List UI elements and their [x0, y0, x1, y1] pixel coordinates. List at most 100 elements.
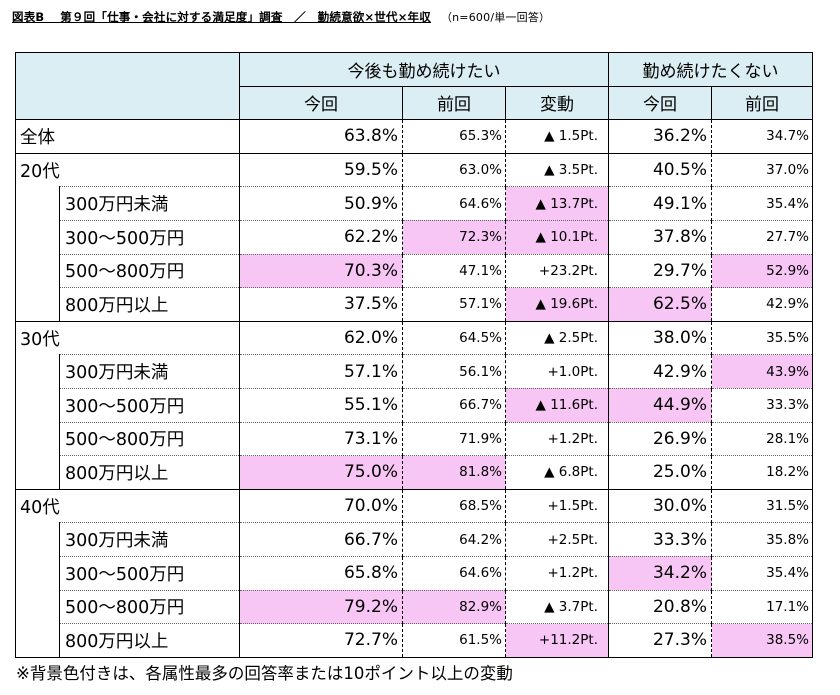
header-group-continue: 今後も勤め続けたい — [239, 52, 609, 87]
table-row: 40代 70.0% 68.5% +1.5Pt. 30.0% 31.5% — [15, 488, 813, 524]
table-row: 300～500万円 55.1% 66.7% ▲ 11.6Pt. 44.9% 33.3% — [15, 387, 813, 423]
row-label: 300万円未満 — [59, 186, 240, 221]
cell-continue-this: 70.3% — [239, 253, 403, 289]
cell-continue-change: ▲ 3.5Pt. — [505, 152, 609, 188]
table-row: 800万円以上 75.0% 81.8% ▲ 6.8Pt. 25.0% 18.2% — [15, 455, 813, 490]
cell-quit-this: 30.0% — [608, 488, 712, 524]
header-row-columns: 今回 前回 変動 今回 前回 — [16, 85, 813, 121]
cell-quit-prev: 18.2% — [711, 455, 813, 490]
header-quit-prev: 前回 — [711, 85, 813, 121]
cell-quit-this: 26.9% — [608, 421, 712, 457]
cell-continue-change: +23.2Pt. — [505, 253, 609, 289]
cell-continue-this: 73.1% — [239, 421, 403, 457]
cell-continue-change: +2.5Pt. — [505, 522, 609, 557]
cell-continue-prev: 66.7% — [402, 387, 506, 423]
cell-continue-change: ▲ 13.7Pt. — [505, 186, 609, 221]
cell-continue-prev: 56.1% — [402, 354, 506, 389]
cell-continue-change: +1.2Pt. — [505, 421, 609, 457]
cell-continue-change: ▲ 19.6Pt. — [505, 287, 609, 322]
row-indent — [15, 556, 60, 590]
cell-quit-this: 49.1% — [608, 186, 712, 221]
table-row: 800万円以上 72.7% 61.5% +11.2Pt. 27.3% 38.5% — [15, 623, 813, 658]
cell-continue-this: 50.9% — [239, 186, 403, 221]
cell-quit-prev: 27.7% — [711, 219, 813, 255]
header-row-groups: 今後も勤め続けたい 勤め続けたくない — [15, 51, 813, 121]
cell-continue-change: ▲ 3.7Pt. — [505, 589, 609, 625]
header-corner — [15, 51, 240, 121]
cell-continue-change: ▲ 10.1Pt. — [505, 219, 609, 255]
figure-title-text: 図表B 第９回「仕事・会社に対する満足度」調査 ／ 勤続意欲×世代×年収 — [12, 10, 431, 24]
cell-continue-this: 37.5% — [239, 287, 403, 322]
table-row: 300万円未満 57.1% 56.1% +1.0Pt. 42.9% 43.9% — [15, 354, 813, 389]
cell-quit-prev: 37.0% — [711, 152, 813, 188]
cell-continue-prev: 68.5% — [402, 488, 506, 524]
cell-continue-this: 79.2% — [239, 589, 403, 625]
row-label: 300万円未満 — [59, 522, 240, 557]
row-label: 20代 — [15, 152, 240, 187]
cell-quit-this: 33.3% — [608, 522, 712, 557]
table-row: 800万円以上 37.5% 57.1% ▲ 19.6Pt. 62.5% 42.9% — [15, 287, 813, 322]
table-row: 全体 63.8% 65.3% ▲ 1.5Pt. 36.2% 34.7% — [15, 119, 813, 154]
sample-note: （n=600/単一回答） — [440, 11, 551, 24]
cell-continue-prev: 71.9% — [402, 421, 506, 457]
cell-continue-prev: 65.3% — [402, 119, 506, 154]
cell-continue-this: 65.8% — [239, 555, 403, 591]
cell-quit-this: 20.8% — [608, 589, 712, 625]
header-quit-this: 今回 — [608, 85, 712, 121]
cell-continue-prev: 82.9% — [402, 589, 506, 625]
cell-continue-prev: 47.1% — [402, 253, 506, 289]
cell-quit-prev: 34.7% — [711, 119, 813, 154]
cell-quit-prev: 43.9% — [711, 354, 813, 389]
row-indent — [15, 623, 60, 658]
cell-continue-change: ▲ 1.5Pt. — [505, 119, 609, 154]
cell-continue-this: 55.1% — [239, 387, 403, 423]
cell-quit-prev: 33.3% — [711, 387, 813, 423]
table-row: 500～800万円 79.2% 82.9% ▲ 3.7Pt. 20.8% 17.1% — [15, 589, 813, 625]
cell-quit-this: 29.7% — [608, 253, 712, 289]
cell-continue-prev: 81.8% — [402, 455, 506, 490]
cell-continue-change: +11.2Pt. — [505, 623, 609, 658]
row-label: 800万円以上 — [59, 455, 240, 490]
row-label: 40代 — [15, 488, 240, 523]
cell-quit-prev: 31.5% — [711, 488, 813, 524]
cell-continue-change: ▲ 2.5Pt. — [505, 320, 609, 356]
cell-continue-prev: 64.5% — [402, 320, 506, 356]
row-indent — [15, 590, 60, 624]
survey-table: 今後も勤め続けたい 勤め続けたくない 今回 前回 変動 今回 前回 全体 63.8… — [15, 51, 813, 658]
cell-continue-this: 70.0% — [239, 488, 403, 524]
figure-title: 図表B 第９回「仕事・会社に対する満足度」調査 ／ 勤続意欲×世代×年収 （n=6… — [12, 9, 550, 25]
row-label: 500～800万円 — [59, 421, 240, 457]
cell-quit-this: 40.5% — [608, 152, 712, 188]
cell-continue-change: ▲ 11.6Pt. — [505, 387, 609, 423]
cell-continue-prev: 57.1% — [402, 287, 506, 322]
table-body: 全体 63.8% 65.3% ▲ 1.5Pt. 36.2% 34.7% 20代 59.5% 63… — [15, 119, 813, 658]
table-row: 500～800万円 73.1% 71.9% +1.2Pt. 26.9% 28.1% — [15, 421, 813, 457]
cell-quit-prev: 35.8% — [711, 522, 813, 557]
row-indent — [15, 455, 60, 490]
row-indent — [15, 388, 60, 423]
cell-quit-prev: 42.9% — [711, 287, 813, 322]
cell-quit-this: 44.9% — [608, 387, 712, 423]
cell-quit-prev: 35.5% — [711, 320, 813, 356]
row-label: 30代 — [15, 320, 240, 355]
cell-continue-this: 63.8% — [239, 119, 403, 154]
cell-quit-prev: 35.4% — [711, 186, 813, 221]
row-indent — [15, 254, 60, 288]
cell-quit-prev: 38.5% — [711, 623, 813, 658]
row-label: 800万円以上 — [59, 623, 240, 658]
cell-quit-this: 42.9% — [608, 354, 712, 389]
cell-quit-prev: 35.4% — [711, 555, 813, 591]
cell-continue-this: 62.2% — [239, 219, 403, 255]
row-label: 300～500万円 — [59, 555, 240, 591]
row-indent — [15, 522, 60, 557]
cell-continue-this: 75.0% — [239, 455, 403, 490]
cell-quit-this: 37.8% — [608, 219, 712, 255]
cell-quit-prev: 17.1% — [711, 589, 813, 625]
cell-continue-prev: 64.6% — [402, 186, 506, 221]
cell-quit-this: 27.3% — [608, 623, 712, 658]
row-label: 全体 — [15, 119, 240, 154]
cell-quit-this: 62.5% — [608, 287, 712, 322]
header-continue-prev: 前回 — [402, 85, 506, 121]
table-row: 20代 59.5% 63.0% ▲ 3.5Pt. 40.5% 37.0% — [15, 152, 813, 188]
row-indent — [15, 220, 60, 255]
